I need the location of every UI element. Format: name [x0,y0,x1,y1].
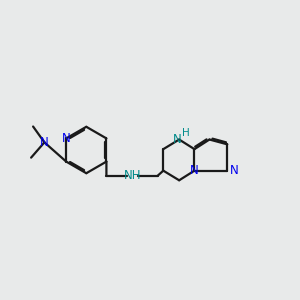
Text: N: N [230,164,239,177]
Text: NH: NH [123,169,141,182]
Text: N: N [62,132,70,145]
Text: N: N [173,133,182,146]
Text: N: N [40,136,49,149]
Text: N: N [190,164,199,177]
Text: H: H [182,128,189,138]
